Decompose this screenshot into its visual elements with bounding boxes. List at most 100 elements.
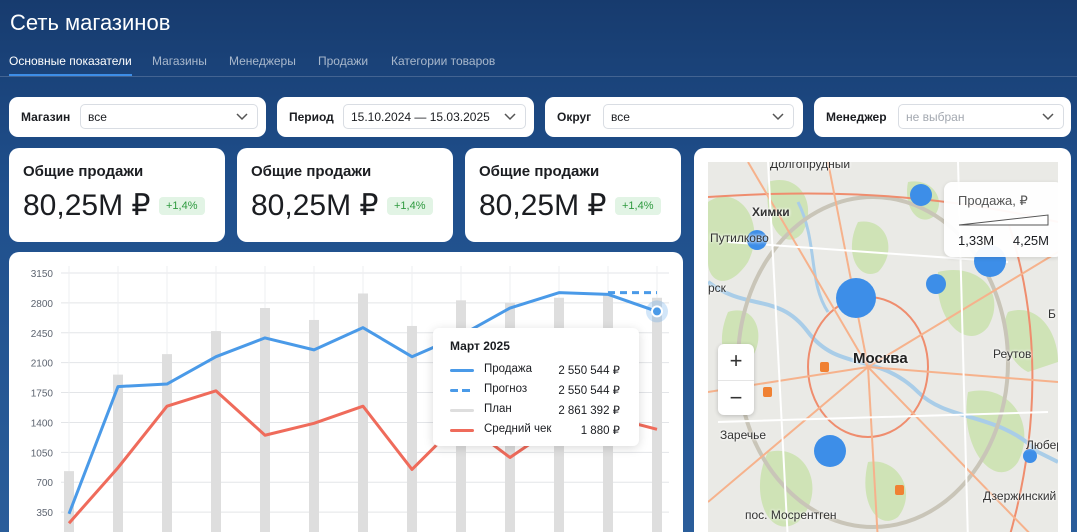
plan-bar — [260, 308, 270, 532]
kpi-delta-badge: +1,4% — [615, 197, 661, 215]
tooltip-row-forecast: Прогноз 2 550 544 ₽ — [450, 383, 630, 397]
chevron-down-icon — [772, 113, 784, 121]
legend-swatch — [450, 429, 474, 432]
plan-bar — [162, 354, 172, 532]
kpi-card: Общие продажи 80,25M ₽ +1,4% — [237, 148, 453, 242]
plan-bar — [358, 293, 368, 532]
district-filter: Округ все — [545, 97, 803, 137]
sales-chart: 350 700 1050 1400 1750 2100 2450 2800 3150 — [31, 266, 669, 532]
plan-bar — [309, 319, 319, 532]
tab-sales[interactable]: Продажи — [318, 54, 369, 68]
kpi-value: 80,25M ₽ — [251, 189, 379, 222]
map-legend: Продажа, ₽ 1,33M 4,25M — [944, 182, 1058, 257]
tab-stores[interactable]: Магазины — [152, 54, 207, 68]
y-tick-label: 350 — [36, 508, 53, 519]
map-label: Люберцы — [1026, 438, 1058, 452]
chevron-down-icon — [504, 113, 516, 121]
tab-main-metrics[interactable]: Основные показатели — [9, 54, 132, 76]
chevron-down-icon — [236, 113, 248, 121]
zoom-in-button[interactable]: + — [729, 348, 743, 373]
map-legend-min: 1,33M — [958, 233, 995, 248]
plan-bar — [652, 297, 662, 532]
plan-bar — [64, 471, 74, 532]
map-legend-max: 4,25M — [1012, 233, 1049, 248]
map-label: Дзержинский — [983, 489, 1057, 503]
period-select-value: 15.10.2024 — 15.03.2025 — [351, 110, 490, 124]
tooltip-row-name: Средний чек — [484, 423, 552, 435]
plan-bar — [211, 331, 221, 532]
map-label: Химки — [752, 205, 790, 219]
zoom-control: + − — [718, 344, 754, 415]
kpi-delta-badge: +1,4% — [159, 197, 205, 215]
tab-bar: Основные показатели Магазины Менеджеры П… — [0, 52, 1077, 77]
period-select[interactable]: 15.10.2024 — 15.03.2025 — [343, 104, 526, 129]
store-filter: Магазин все — [9, 97, 266, 137]
kpi-title: Общие продажи — [23, 163, 144, 180]
map-label: Москва — [853, 350, 908, 367]
plan-bar — [407, 325, 417, 532]
y-tick-label: 1050 — [31, 448, 54, 459]
map-label: Заречье — [720, 428, 767, 442]
kpi-title: Общие продажи — [479, 163, 600, 180]
tooltip-row-avg-check: Средний чек 1 880 ₽ — [450, 423, 630, 437]
district-select-value: все — [611, 110, 630, 124]
tooltip-row-value: 1 880 ₽ — [580, 425, 620, 437]
tooltip-row-value: 2 861 392 ₽ — [558, 405, 620, 417]
map-label: Долгопрудный — [770, 162, 851, 171]
tooltip-row-value: 2 550 544 ₽ — [558, 365, 620, 377]
chevron-down-icon — [1042, 113, 1054, 121]
map-background — [708, 162, 1058, 532]
manager-select[interactable]: не выбран — [898, 104, 1064, 129]
tooltip-row-value: 2 550 544 ₽ — [558, 385, 620, 397]
manager-filter: Менеджер не выбран — [814, 97, 1071, 137]
kpi-title: Общие продажи — [251, 163, 372, 180]
district-select[interactable]: все — [603, 104, 794, 129]
tab-product-categories[interactable]: Категории товаров — [391, 54, 496, 68]
sales-map[interactable]: Долгопрудный Химки Путилково Москва Реут… — [708, 162, 1058, 532]
map-card: Долгопрудный Химки Путилково Москва Реут… — [694, 148, 1071, 532]
kpi-value: 80,25M ₽ — [479, 189, 607, 222]
size-scale-icon — [958, 214, 1049, 226]
kpi-value: 80,25M ₽ — [23, 189, 151, 222]
manager-select-placeholder: не выбран — [906, 110, 965, 124]
period-filter: Период 15.10.2024 — 15.03.2025 — [277, 97, 534, 137]
page-title: Сеть магазинов — [10, 10, 171, 35]
y-tick-label: 1750 — [31, 389, 54, 400]
legend-swatch — [450, 389, 474, 392]
tooltip-row-name: Прогноз — [484, 383, 528, 395]
tooltip-title: Март 2025 — [450, 339, 510, 353]
manager-filter-label: Менеджер — [826, 110, 887, 124]
district-filter-label: Округ — [557, 110, 592, 124]
y-tick-label: 1400 — [31, 418, 54, 429]
y-tick-label: 2100 — [31, 359, 54, 370]
zoom-out-button[interactable]: − — [718, 380, 754, 415]
tooltip-row-name: План — [484, 403, 512, 415]
y-tick-label: 2800 — [31, 299, 54, 310]
tab-managers[interactable]: Менеджеры — [229, 54, 296, 68]
legend-swatch — [450, 409, 474, 412]
map-label: рск — [708, 281, 726, 295]
map-label: Реутов — [993, 347, 1032, 361]
map-label: Б — [1048, 307, 1056, 321]
tooltip-row-sales: Продажа 2 550 544 ₽ — [450, 363, 630, 377]
period-filter-label: Период — [289, 110, 334, 124]
map-label: пос. Мосрентген — [745, 508, 837, 522]
store-select[interactable]: все — [80, 104, 258, 129]
kpi-card: Общие продажи 80,25M ₽ +1,4% — [465, 148, 681, 242]
plan-bar — [113, 374, 123, 532]
store-filter-label: Магазин — [21, 110, 71, 124]
highlight-point — [651, 305, 663, 318]
y-tick-label: 700 — [36, 478, 53, 489]
map-label: Путилково — [710, 231, 769, 245]
kpi-card: Общие продажи 80,25M ₽ +1,4% — [9, 148, 225, 242]
kpi-delta-badge: +1,4% — [387, 197, 433, 215]
store-select-value: все — [88, 110, 107, 124]
map-legend-title: Продажа, ₽ — [958, 193, 1028, 208]
y-tick-label: 2450 — [31, 329, 54, 340]
legend-swatch — [450, 369, 474, 372]
chart-tooltip: Март 2025 Продажа 2 550 544 ₽ Прогноз 2 … — [433, 328, 639, 446]
sales-line — [67, 291, 658, 515]
y-tick-label: 3150 — [31, 269, 54, 280]
tooltip-row-plan: План 2 861 392 ₽ — [450, 403, 630, 417]
tooltip-row-name: Продажа — [484, 363, 532, 375]
